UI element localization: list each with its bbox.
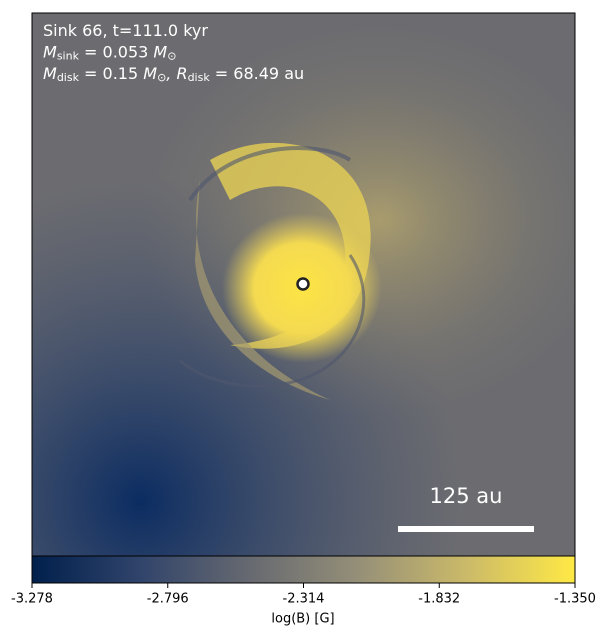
annotation-text: M	[43, 64, 57, 83]
subscript: disk	[188, 71, 211, 84]
colorbar-tick-label: -2.796	[147, 592, 189, 607]
annotation-line: Msink = 0.053 M⊙	[43, 42, 176, 63]
subscript: ⊙	[157, 71, 166, 84]
subscript: ⊙	[167, 50, 176, 63]
annotation-text: = 68.49 au	[210, 64, 304, 83]
annotation-text: ,	[166, 64, 176, 83]
annotation-text: = 0.053	[79, 42, 153, 61]
annotation-line: Mdisk = 0.15 M⊙, Rdisk = 68.49 au	[43, 64, 304, 85]
annotation-text: M	[143, 64, 157, 83]
annotation-text: = 0.15	[79, 64, 143, 83]
annotation-text: R	[176, 64, 187, 83]
annotation-text: M	[153, 42, 167, 61]
field-image	[32, 13, 575, 556]
sink-marker	[296, 277, 310, 291]
colorbar-tick-label: -2.314	[283, 592, 325, 607]
colorbar-tick-label: -1.350	[554, 592, 596, 607]
annotation-text: Sink 66, t=111.0 kyr	[43, 21, 208, 40]
annotation-text: M	[43, 42, 57, 61]
colorbar-tick-label: -3.278	[11, 592, 53, 607]
subscript: sink	[57, 50, 80, 63]
scale-bar-label: 125 au	[430, 484, 503, 508]
colorbar	[31, 555, 576, 584]
annotation-line: Sink 66, t=111.0 kyr	[43, 21, 208, 40]
colorbar-tick-label: -1.832	[418, 592, 460, 607]
colorbar-ticks: -3.278 -2.796 -2.314 -1.832 -1.350	[11, 583, 596, 607]
subscript: disk	[57, 71, 80, 84]
colorbar-label: log(B) [G]	[271, 612, 334, 627]
